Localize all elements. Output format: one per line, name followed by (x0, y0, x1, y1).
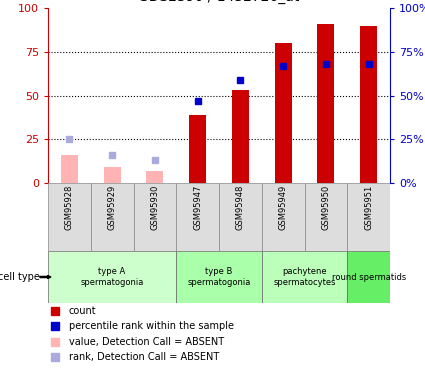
Text: GSM95948: GSM95948 (236, 185, 245, 230)
Text: GSM95930: GSM95930 (150, 185, 159, 230)
Bar (317, 24, 334, 183)
Text: rank, Detection Call = ABSENT: rank, Detection Call = ABSENT (68, 352, 219, 362)
Bar (232, 90, 249, 183)
Bar (48, 251, 176, 303)
Bar (61, 155, 78, 183)
Bar (48, 183, 91, 251)
Text: cell type: cell type (0, 272, 40, 282)
Bar (91, 183, 133, 251)
Bar (347, 183, 390, 251)
Text: pachytene
spermatocytes: pachytene spermatocytes (273, 267, 336, 287)
Bar (176, 183, 219, 251)
Text: GSM95928: GSM95928 (65, 185, 74, 230)
Text: round spermatids: round spermatids (332, 273, 406, 282)
Text: GSM95951: GSM95951 (364, 185, 373, 230)
Bar (275, 43, 292, 183)
Bar (262, 183, 304, 251)
Text: GSM95947: GSM95947 (193, 185, 202, 230)
Bar (146, 171, 164, 183)
Text: GSM95949: GSM95949 (279, 185, 288, 230)
Text: type A
spermatogonia: type A spermatogonia (80, 267, 144, 287)
Text: type B
spermatogonia: type B spermatogonia (187, 267, 251, 287)
Bar (176, 251, 262, 303)
Bar (304, 183, 347, 251)
Bar (262, 251, 347, 303)
Text: value, Detection Call = ABSENT: value, Detection Call = ABSENT (68, 337, 224, 347)
Bar (347, 251, 390, 303)
Bar (189, 115, 206, 183)
Text: GSM95950: GSM95950 (321, 185, 330, 230)
Title: GDS2390 / 1432726_at: GDS2390 / 1432726_at (138, 0, 300, 4)
Bar (104, 167, 121, 183)
Bar (219, 183, 262, 251)
Text: count: count (68, 306, 96, 316)
Bar (133, 183, 176, 251)
Text: percentile rank within the sample: percentile rank within the sample (68, 321, 233, 331)
Bar (360, 26, 377, 183)
Text: GSM95929: GSM95929 (108, 185, 116, 230)
